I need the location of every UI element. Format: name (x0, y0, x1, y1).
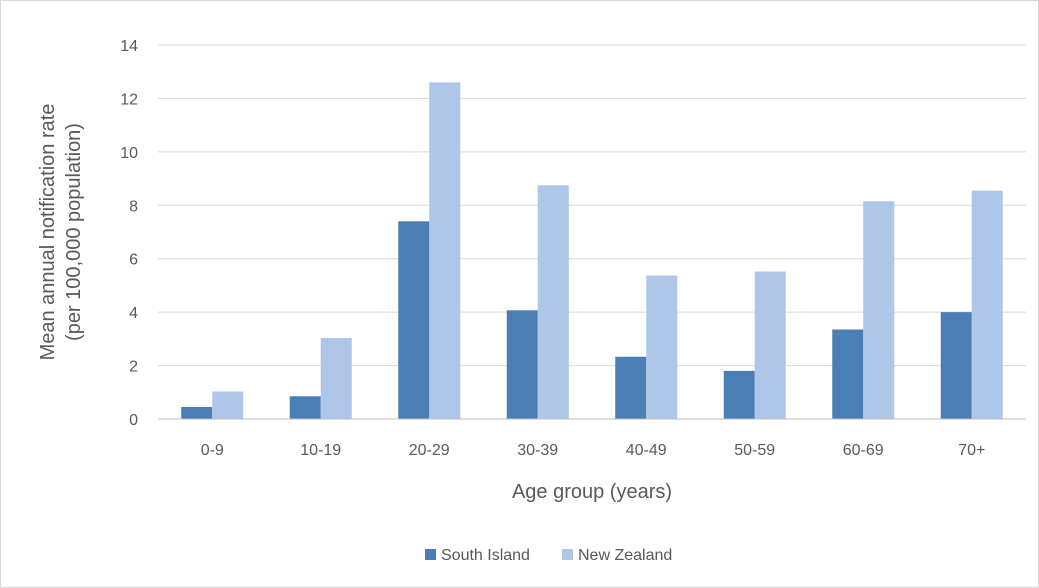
y-tick-label: 2 (129, 359, 138, 376)
gridlines (158, 44, 1026, 367)
y-axis-title-line-2: (per 100,000 population) (63, 123, 85, 341)
bar-new-zealand-30-39 (537, 185, 569, 419)
bar-south-island-50-59 (723, 370, 755, 419)
x-axis-title: Age group (years) (512, 481, 672, 503)
y-tick-label: 10 (120, 145, 138, 162)
y-tick-label: 12 (120, 91, 138, 108)
y-tick-label: 4 (129, 305, 138, 322)
bar-south-island-70+ (940, 312, 972, 419)
y-tick-labels: 0 2 4 6 8 10 12 14 (120, 38, 138, 429)
x-tick-label: 10-19 (300, 442, 341, 459)
bar-south-island-30-39 (506, 310, 538, 419)
bar-new-zealand-60-69 (863, 201, 895, 419)
bar-new-zealand-40-49 (646, 275, 678, 419)
legend-swatch-south-island (425, 549, 436, 560)
x-tick-label: 20-29 (409, 442, 450, 459)
bar-south-island-60-69 (832, 329, 864, 419)
y-tick-label: 8 (129, 198, 138, 215)
x-tick-label: 0-9 (201, 442, 224, 459)
y-tick-label: 14 (120, 38, 138, 55)
bar-new-zealand-70+ (971, 190, 1003, 419)
bar-new-zealand-0-9 (212, 391, 244, 419)
x-tick-label: 60-69 (843, 442, 884, 459)
bar-south-island-40-49 (615, 356, 647, 419)
legend: South Island New Zealand (425, 547, 672, 564)
y-tick-label: 0 (129, 412, 138, 429)
x-tick-label: 70+ (958, 442, 985, 459)
x-tick-labels: 0-9 10-19 20-29 30-39 40-49 50-59 60-69 70+ (201, 442, 986, 459)
bar-south-island-20-29 (398, 221, 430, 419)
y-axis-title-line-1: Mean annual notification rate (37, 104, 59, 361)
x-tick-label: 40-49 (626, 442, 667, 459)
legend-swatch-new-zealand (562, 549, 573, 560)
bar-new-zealand-10-19 (320, 338, 352, 419)
x-tick-label: 50-59 (734, 442, 775, 459)
bar-new-zealand-20-29 (429, 82, 461, 420)
y-tick-label: 6 (129, 252, 138, 269)
legend-label-new-zealand: New Zealand (578, 547, 672, 564)
legend-label-south-island: South Island (441, 547, 530, 564)
bar-south-island-10-19 (289, 396, 321, 419)
bar-new-zealand-50-59 (754, 271, 786, 419)
x-tick-label: 30-39 (517, 442, 558, 459)
bars (181, 82, 1003, 420)
bar-south-island-0-9 (181, 406, 213, 419)
